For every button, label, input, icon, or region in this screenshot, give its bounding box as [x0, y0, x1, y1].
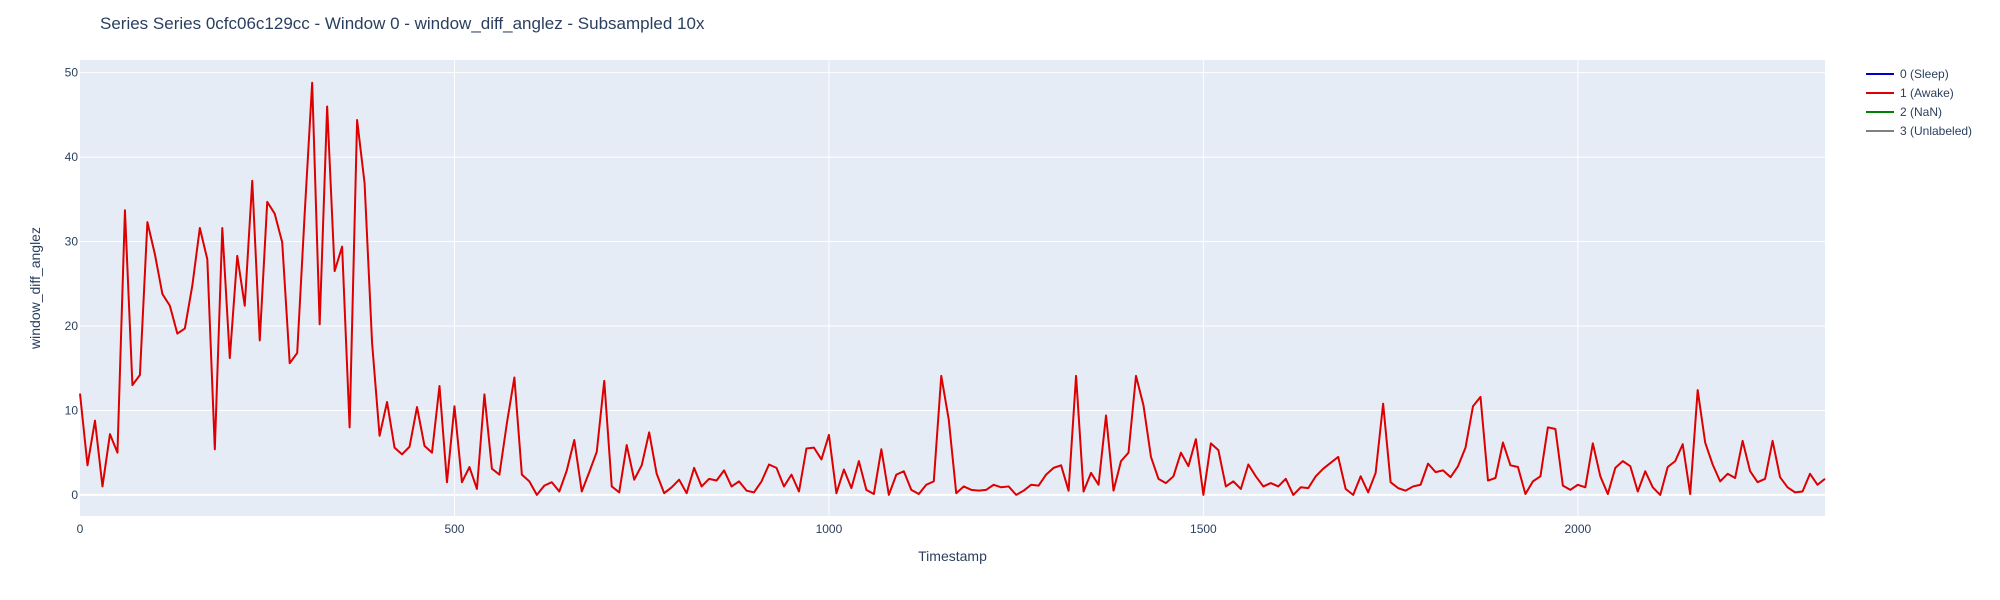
x-tick-label: 1500: [1190, 522, 1217, 536]
y-tick-label: 10: [65, 403, 79, 417]
plot-area[interactable]: [80, 60, 1825, 516]
legend: 0 (Sleep) 1 (Awake) 2 (NaN) 3 (Unlabeled): [1866, 67, 1972, 138]
x-tick-label: 500: [444, 522, 464, 536]
legend-item[interactable]: 0 (Sleep): [1866, 67, 1949, 81]
x-tick-label: 2000: [1565, 522, 1592, 536]
grid: [80, 60, 1825, 516]
legend-label: 3 (Unlabeled): [1900, 124, 1972, 138]
y-axis-ticks: 0 10 20 30 40 50: [65, 66, 79, 502]
legend-item[interactable]: 1 (Awake): [1866, 86, 1954, 100]
series-lines: [79, 81, 1826, 496]
y-axis-title: window_diff_anglez: [27, 227, 43, 350]
legend-item[interactable]: 2 (NaN): [1866, 105, 1942, 119]
legend-item[interactable]: 3 (Unlabeled): [1866, 124, 1972, 138]
y-tick-label: 40: [65, 150, 79, 164]
legend-label: 1 (Awake): [1900, 86, 1954, 100]
y-tick-label: 30: [65, 235, 79, 249]
y-tick-label: 0: [71, 488, 78, 502]
y-tick-label: 50: [65, 66, 79, 80]
legend-label: 0 (Sleep): [1900, 67, 1949, 81]
series-line[interactable]: [79, 81, 1826, 496]
x-tick-label: 0: [77, 522, 84, 536]
legend-label: 2 (NaN): [1900, 105, 1942, 119]
x-tick-label: 1000: [816, 522, 843, 536]
x-axis-ticks: 0 500 1000 1500 2000: [77, 522, 1592, 536]
y-tick-label: 20: [65, 319, 79, 333]
chart-title: Series Series 0cfc06c129cc - Window 0 - …: [100, 14, 705, 33]
x-axis-title: Timestamp: [918, 548, 987, 564]
